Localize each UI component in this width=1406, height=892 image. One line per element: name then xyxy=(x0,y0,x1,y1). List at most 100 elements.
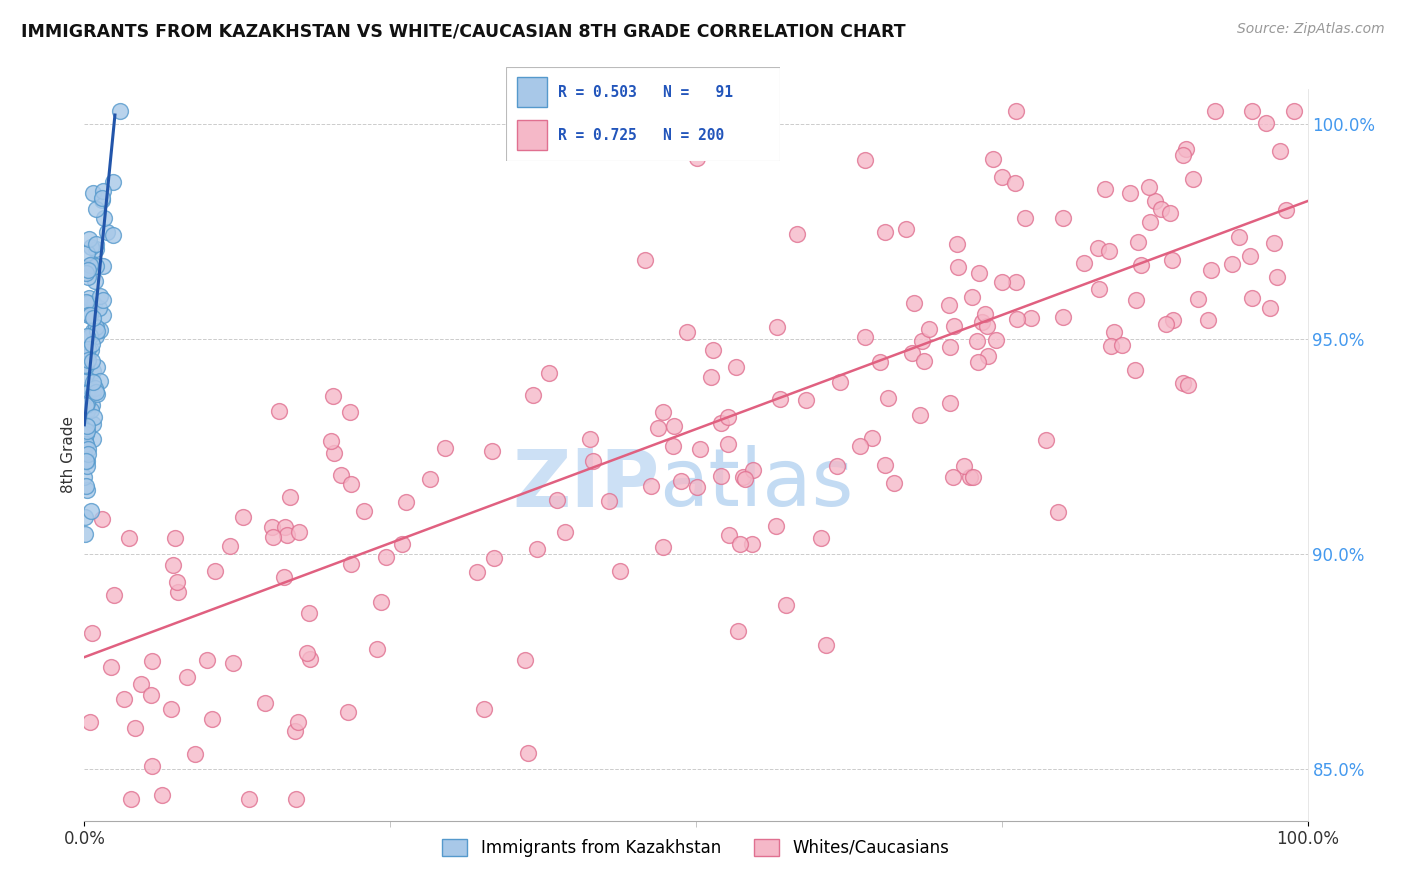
Point xyxy=(734,472,756,486)
Point xyxy=(77,232,100,246)
Point xyxy=(77,295,100,310)
Point xyxy=(766,319,789,334)
Point xyxy=(1073,255,1095,269)
Point xyxy=(728,536,751,550)
Point xyxy=(339,476,361,491)
Point xyxy=(93,211,115,225)
Point xyxy=(160,701,183,715)
Point xyxy=(253,696,276,710)
Bar xyxy=(517,78,547,107)
Point xyxy=(120,792,142,806)
Point xyxy=(741,537,763,551)
Point xyxy=(83,296,105,310)
Point xyxy=(176,670,198,684)
Point xyxy=(330,468,353,483)
Point xyxy=(80,403,103,417)
Point xyxy=(1021,311,1043,326)
Point xyxy=(662,439,685,453)
Point xyxy=(204,565,226,579)
Point xyxy=(765,519,787,533)
Point xyxy=(73,350,96,364)
Point xyxy=(80,240,103,254)
Point xyxy=(129,676,152,690)
Point xyxy=(76,424,98,438)
Point xyxy=(433,441,456,455)
Point xyxy=(1199,263,1222,277)
Point xyxy=(991,169,1014,184)
Point xyxy=(1150,202,1173,216)
Point xyxy=(375,550,398,565)
Point xyxy=(1265,270,1288,285)
Point xyxy=(959,470,981,484)
Point xyxy=(82,417,104,432)
Point xyxy=(183,747,205,762)
Point xyxy=(1159,205,1181,219)
Point xyxy=(1161,252,1184,267)
Point xyxy=(77,262,100,277)
Point xyxy=(339,558,361,572)
Point xyxy=(82,432,104,446)
Point xyxy=(849,440,872,454)
Point xyxy=(970,315,993,329)
Point xyxy=(79,714,101,729)
Point xyxy=(112,692,135,706)
Point xyxy=(727,624,749,638)
Point xyxy=(769,392,792,406)
Point xyxy=(990,275,1012,289)
Point xyxy=(1187,292,1209,306)
Point xyxy=(139,688,162,702)
Point xyxy=(962,470,984,484)
Point xyxy=(1270,144,1292,158)
Point xyxy=(810,531,832,545)
Point xyxy=(73,397,96,411)
Point xyxy=(609,564,631,578)
Point xyxy=(260,520,283,534)
Point xyxy=(647,421,669,435)
Point xyxy=(91,184,114,198)
Point xyxy=(1102,325,1125,339)
Point xyxy=(75,423,97,437)
Point xyxy=(853,330,876,344)
Point xyxy=(76,418,98,433)
Point xyxy=(232,510,254,524)
Point xyxy=(1094,182,1116,196)
Point xyxy=(299,652,322,666)
Point xyxy=(825,459,848,474)
Point xyxy=(76,483,98,497)
Point xyxy=(973,307,995,321)
Point xyxy=(1052,310,1074,324)
Point xyxy=(1260,301,1282,316)
Point xyxy=(89,323,111,337)
Point xyxy=(912,353,935,368)
Point xyxy=(938,396,960,410)
Point xyxy=(76,348,98,362)
Point xyxy=(83,381,105,395)
Point xyxy=(82,324,104,338)
Point xyxy=(339,405,361,419)
Point xyxy=(1128,235,1150,250)
Point xyxy=(91,191,114,205)
Point xyxy=(1139,215,1161,229)
Point xyxy=(815,638,838,652)
Point xyxy=(984,333,1007,347)
Point xyxy=(883,475,905,490)
Point xyxy=(73,343,96,358)
Point xyxy=(873,458,896,472)
Point xyxy=(938,340,960,354)
Text: Source: ZipAtlas.com: Source: ZipAtlas.com xyxy=(1237,22,1385,37)
Point xyxy=(1052,211,1074,225)
Point xyxy=(676,325,699,339)
Point xyxy=(1241,291,1264,305)
Point xyxy=(652,540,675,554)
Point xyxy=(1004,176,1026,190)
Point xyxy=(86,324,108,338)
Point xyxy=(284,723,307,738)
Point xyxy=(93,259,115,273)
Point xyxy=(966,334,988,348)
Point xyxy=(276,528,298,542)
Point xyxy=(167,584,190,599)
Point xyxy=(75,479,97,493)
Text: ZIP: ZIP xyxy=(512,445,659,524)
Point xyxy=(1098,244,1121,258)
Point xyxy=(522,388,544,402)
